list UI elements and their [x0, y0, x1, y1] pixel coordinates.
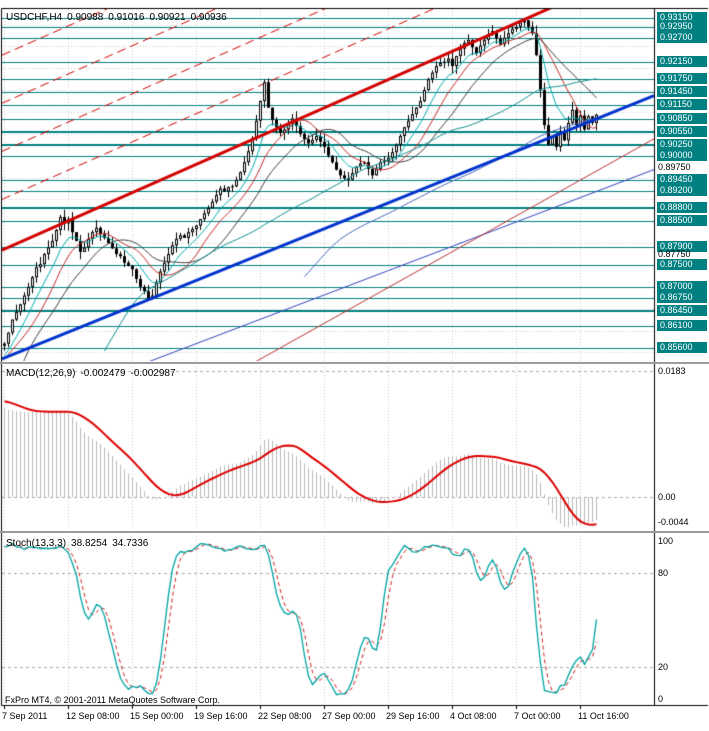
stoch-scale-label: 80: [658, 568, 669, 578]
macd-signal-value: -0.002987: [130, 368, 176, 379]
price-scale-label: 0.87750: [658, 249, 691, 259]
stoch-indicator-label: Stoch(13,3,3) 38.8254 34.7336: [6, 538, 153, 549]
price-level-badge: 0.85600: [657, 342, 707, 353]
price-level-badge: 0.92700: [657, 32, 707, 43]
symbol-period-label: USDCHF,H4: [6, 12, 63, 23]
macd-scale-label: 0.0183: [658, 366, 686, 376]
time-axis-label: 4 Oct 08:00: [450, 711, 497, 721]
price-level-badge: 0.86450: [657, 305, 707, 316]
panel-separator-stoch[interactable]: [0, 531, 709, 533]
open-value: 0.90988: [67, 12, 104, 23]
price-level-badge: 0.90550: [657, 126, 707, 137]
time-axis-label: 7 Oct 00:00: [514, 711, 561, 721]
stoch-scale-label: 0: [658, 694, 664, 704]
time-axis-label: 19 Sep 16:00: [194, 711, 248, 721]
panel-separator-macd[interactable]: [0, 362, 709, 364]
time-axis-label: 27 Sep 00:00: [322, 711, 376, 721]
stoch-scale-label: 100: [658, 536, 674, 546]
price-level-badge: 0.89200: [657, 185, 707, 196]
price-level-badge: 0.87900: [657, 241, 707, 252]
price-level-badge: 0.90850: [657, 113, 707, 124]
price-level-badge: 0.88800: [657, 202, 707, 213]
price-level-badge: 0.91150: [657, 99, 707, 110]
price-level-badge: 0.90000: [657, 150, 707, 161]
macd-scale-label: 0.00: [658, 492, 676, 502]
price-level-badge: 0.92150: [657, 56, 707, 67]
time-axis-label: 15 Sep 00:00: [130, 711, 184, 721]
time-axis-label: 12 Sep 08:00: [66, 711, 120, 721]
high-value: 0.91016: [108, 12, 145, 23]
chart-title: USDCHF,H4 0.90988 0.91016 0.90921 0.90936: [6, 12, 232, 23]
low-value: 0.90921: [149, 12, 186, 23]
price-level-badge: 0.87500: [657, 259, 707, 270]
price-level-badge: 0.89450: [657, 174, 707, 185]
price-level-badge: 0.90250: [657, 139, 707, 150]
macd-main-value: -0.002479: [80, 368, 126, 379]
macd-indicator-label: MACD(12,26,9) -0.002479 -0.002987: [6, 368, 181, 379]
macd-name: MACD(12,26,9): [6, 368, 76, 379]
price-scale-label: 0.89750: [658, 162, 691, 172]
copyright-text: FxPro MT4, © 2001-2011 MetaQuotes Softwa…: [5, 695, 221, 705]
price-level-badge: 0.87000: [657, 281, 707, 292]
macd-scale-label: -0.0044: [658, 517, 689, 527]
close-value: 0.90936: [190, 12, 227, 23]
time-axis-label: 11 Oct 16:00: [578, 711, 629, 721]
price-level-badge: 0.92950: [657, 21, 707, 32]
price-level-badge: 0.88500: [657, 215, 707, 226]
stoch-k-value: 38.8254: [71, 538, 108, 549]
stoch-name: Stoch(13,3,3): [6, 538, 67, 549]
stoch-scale-label: 20: [658, 662, 669, 672]
price-level-badge: 0.93150: [657, 12, 707, 23]
time-axis-label: 22 Sep 08:00: [258, 711, 312, 721]
price-level-badge: 0.91450: [657, 86, 707, 97]
time-axis-label: 7 Sep 2011: [2, 711, 48, 721]
price-level-badge: 0.91750: [657, 73, 707, 84]
price-level-badge: 0.86100: [657, 320, 707, 331]
time-axis-label: 29 Sep 16:00: [386, 711, 440, 721]
price-level-badge: 0.86750: [657, 292, 707, 303]
stoch-d-value: 34.7336: [112, 538, 149, 549]
